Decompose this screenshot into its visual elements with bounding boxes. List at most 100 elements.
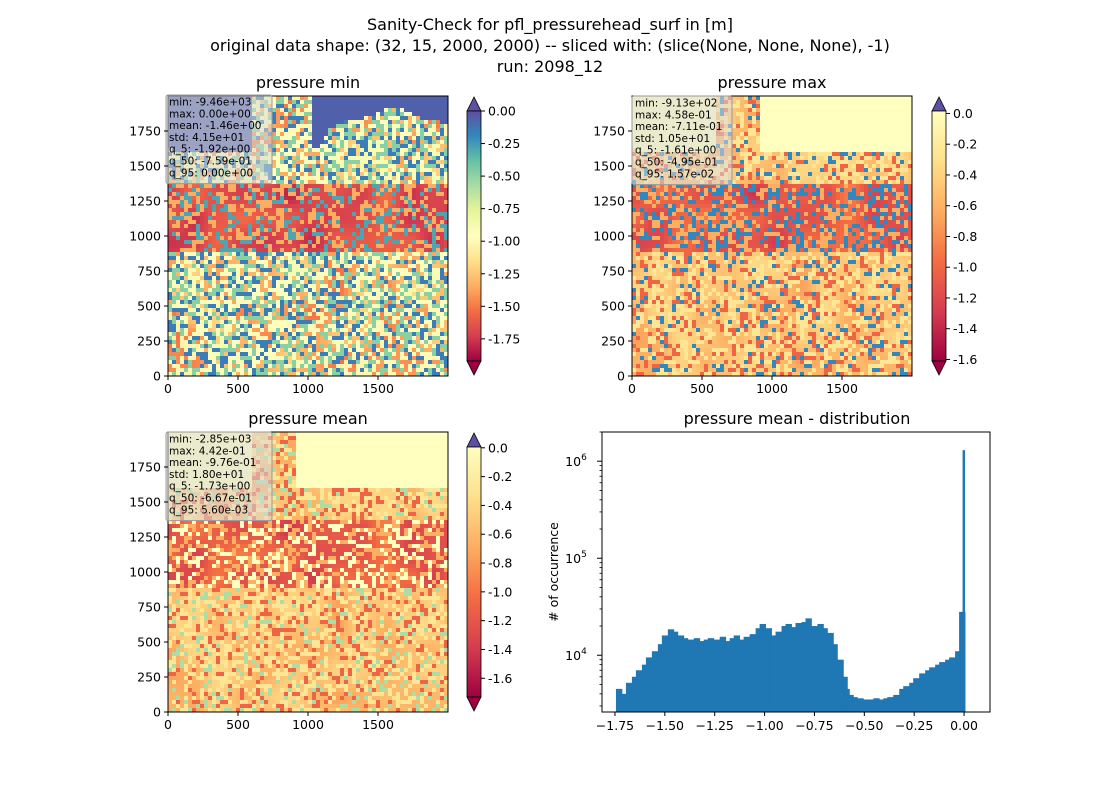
map-cell [388,364,393,369]
map-cell [296,192,301,197]
map-cell [240,300,245,305]
map-cell [252,212,257,217]
map-cell [356,368,361,373]
map-cell [404,272,409,277]
map-cell [224,340,229,345]
map-cell [396,144,401,149]
map-cell [192,212,197,217]
map-cell [424,372,429,376]
map-cell [380,184,385,189]
map-cell [428,312,433,317]
map-cell [324,280,329,285]
map-cell [296,116,301,121]
map-cell [280,220,285,225]
map-cell [348,132,353,137]
map-cell [440,120,445,125]
map-cell [292,256,297,261]
map-cell [228,240,233,245]
map-cell [312,136,317,141]
map-cell [240,192,245,197]
map-cell [320,244,325,249]
x-axis-min: 0 500 1000 1500 [164,376,394,396]
map-cell [432,220,437,225]
map-cell [384,364,389,369]
map-cell [348,96,353,101]
map-cell [208,360,213,365]
map-cell [336,372,341,376]
map-cell [252,308,257,313]
map-cell [360,264,365,269]
map-cell [444,180,448,185]
map-cell [332,132,337,137]
map-cell [240,336,245,341]
map-cell [256,300,261,305]
map-cell [316,320,321,325]
map-cell [188,204,193,209]
map-cell [256,212,261,217]
map-cell [276,320,281,325]
map-cell [368,272,373,277]
map-cell [392,276,397,281]
map-cell [256,292,261,297]
map-cell [216,236,221,241]
map-cell [388,332,393,337]
map-cell [288,244,293,249]
map-cell [352,260,357,265]
map-cell [368,148,373,153]
map-cell [208,320,213,325]
map-cell [344,100,349,105]
map-cell [256,240,261,245]
map-cell [184,216,189,221]
map-cell [292,128,297,133]
map-cell [308,196,313,201]
map-cell [368,368,373,373]
map-cell [312,124,317,129]
map-cell [404,344,409,349]
map-cell [204,232,209,237]
map-cell [324,144,329,149]
map-cell [336,292,341,297]
map-cell [184,328,189,333]
map-cell [336,264,341,269]
map-cell [344,236,349,241]
map-cell [260,344,265,349]
map-cell [324,328,329,333]
map-cell [352,196,357,201]
map-cell [320,168,325,173]
map-cell [340,252,345,257]
map-cell [196,244,201,249]
map-cell [364,344,369,349]
map-cell [344,324,349,329]
map-cell [376,248,381,253]
map-cell [436,332,441,337]
map-cell [348,204,353,209]
map-cell [444,116,448,121]
map-cell [352,184,357,189]
map-cell [168,188,173,193]
map-cell [372,284,377,289]
map-cell [392,268,397,273]
map-cell [380,272,385,277]
map-cell [272,240,277,245]
map-cell [380,200,385,205]
map-cell [324,364,329,369]
map-cell [188,264,193,269]
map-cell [308,212,313,217]
map-cell [288,104,293,109]
map-cell [304,316,309,321]
map-cell [316,368,321,373]
map-cell [240,272,245,277]
map-cell [232,220,237,225]
map-cell [424,236,429,241]
map-cell [168,364,173,369]
map-cell [280,124,285,129]
map-cell [396,316,401,321]
map-cell [396,112,401,117]
map-cell [420,120,425,125]
map-cell [416,312,421,317]
map-cell [428,296,433,301]
map-cell [264,344,269,349]
map-cell [396,204,401,209]
map-cell [284,236,289,241]
map-cell [368,116,373,121]
